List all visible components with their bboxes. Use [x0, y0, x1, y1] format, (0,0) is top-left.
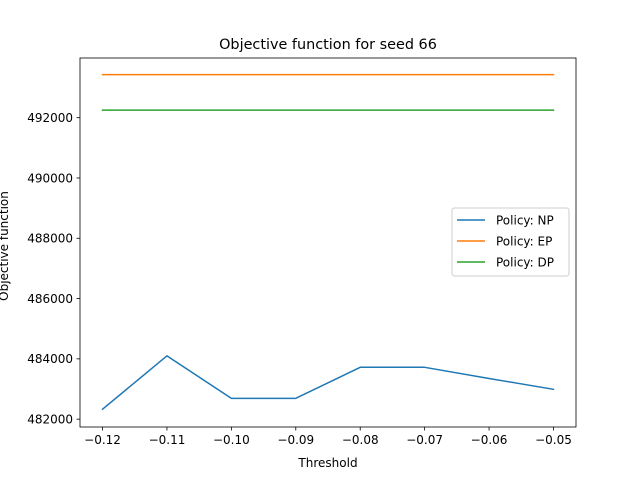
series-layer — [101, 73, 555, 411]
series-line-policy-np — [101, 355, 555, 411]
y-tick-label: 492000 — [27, 111, 73, 125]
legend: Policy: NP Policy: EP Policy: DP — [451, 207, 570, 277]
x-axis-label: Threshold — [297, 456, 357, 470]
x-tick-label: −0.06 — [471, 433, 508, 447]
x-tick-label: −0.07 — [406, 433, 443, 447]
legend-box — [451, 207, 570, 277]
y-tick-label: 488000 — [27, 232, 73, 246]
legend-label: Policy: EP — [496, 234, 552, 248]
x-tick-label: −0.09 — [277, 433, 314, 447]
y-tick-label: 482000 — [27, 412, 73, 426]
axes-layer: −0.12 −0.11 −0.10 −0.09 −0.08 −0.07 −0.06 −0.05… — [27, 57, 577, 447]
y-tick-label: 490000 — [27, 171, 73, 185]
x-tick-label: −0.05 — [535, 433, 572, 447]
chart-title: Objective function for seed 66 — [219, 37, 437, 53]
x-tick-label: −0.11 — [149, 433, 186, 447]
x-tick-label: −0.10 — [213, 433, 250, 447]
y-axis-label: Objective function — [0, 191, 11, 301]
y-tick-label: 484000 — [27, 352, 73, 366]
x-tick-label: −0.08 — [342, 433, 379, 447]
plot-area-frame — [79, 57, 577, 428]
x-tick-label: −0.12 — [84, 433, 121, 447]
legend-label: Policy: NP — [496, 213, 554, 227]
legend-label: Policy: DP — [496, 255, 554, 269]
y-tick-label: 486000 — [27, 292, 73, 306]
